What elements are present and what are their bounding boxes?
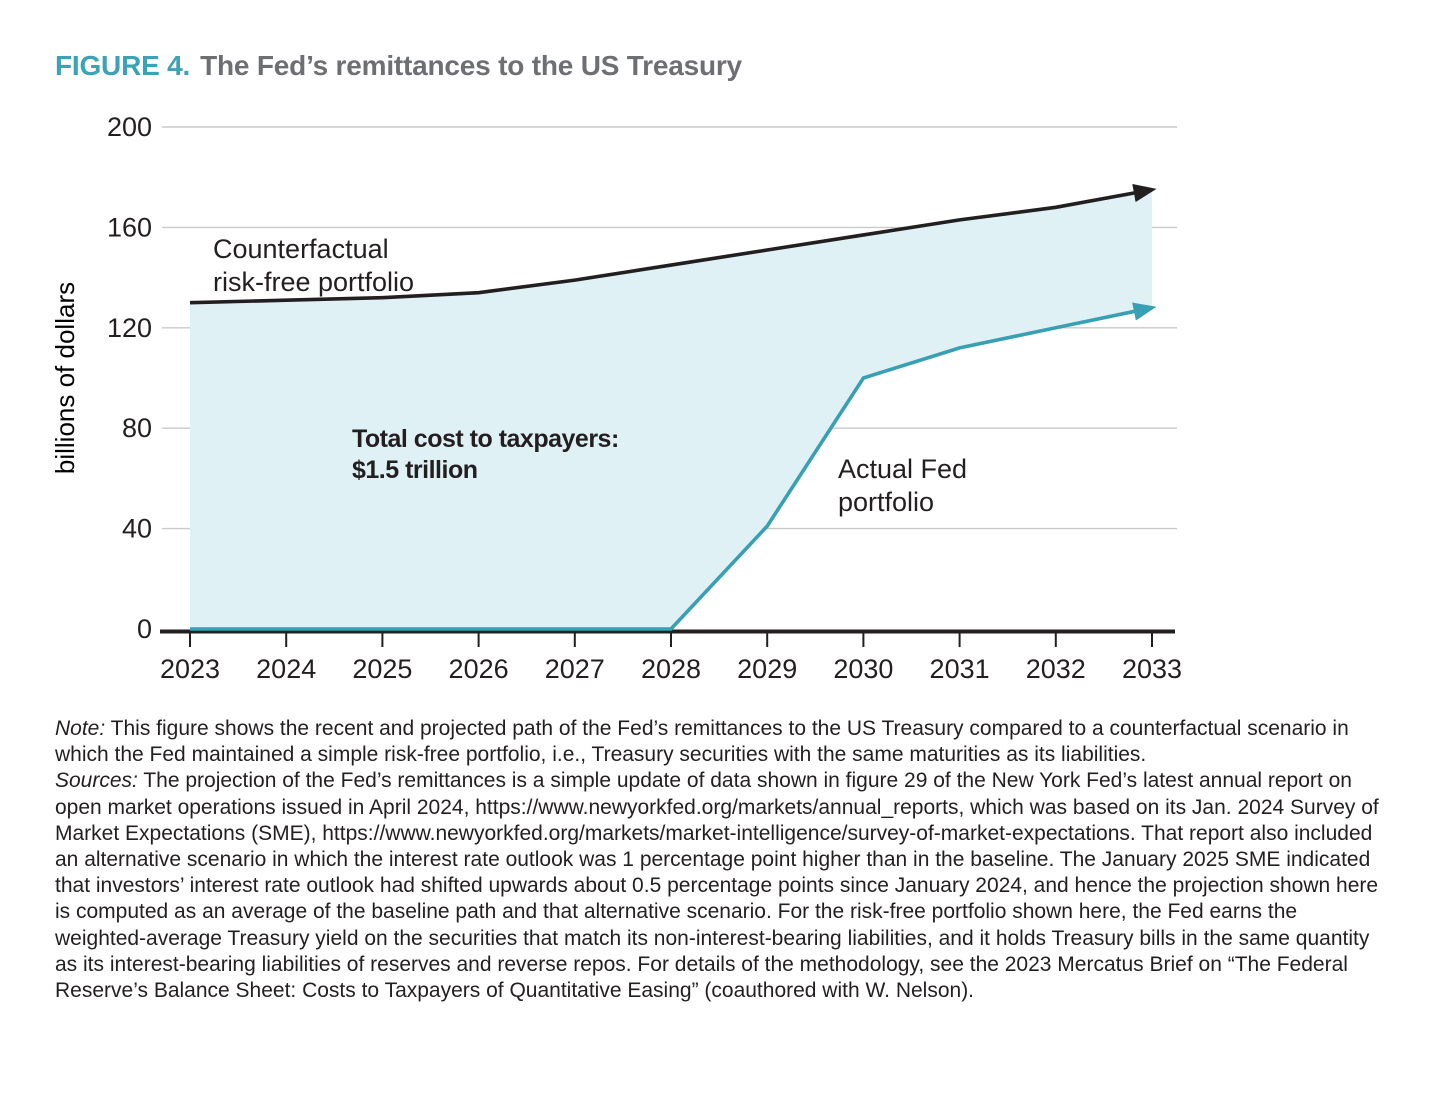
x-axis — [160, 629, 1175, 647]
x-tick-label: 2027 — [545, 654, 605, 684]
actual-fed-portfolio-line — [190, 302, 1157, 631]
annotation-total-cost-line1: Total cost to taxpayers: — [352, 425, 619, 453]
annotation-total-cost-line2: $1.5 trillion — [352, 456, 478, 484]
sources-label: Sources: — [55, 769, 138, 793]
y-tick-label: 120 — [107, 313, 152, 343]
annotation-actual-fed-line2: portfolio — [838, 487, 935, 517]
sources-text: The projection of the Fed’s remittances … — [55, 769, 1379, 1003]
y-tick-label: 0 — [137, 614, 152, 644]
y-tick-label: 160 — [107, 212, 152, 242]
sources-paragraph: Sources: The projection of the Fed’s rem… — [55, 768, 1390, 1004]
x-tick-label: 2025 — [352, 654, 412, 684]
figure-title-row: FIGURE 4. The Fed’s remittances to the US… — [55, 50, 742, 82]
y-tick-label: 80 — [122, 413, 152, 443]
annotation-total-cost-label: Total cost to taxpayers: $1.5 trillion — [352, 424, 619, 486]
note-text: This figure shows the recent and project… — [55, 717, 1349, 767]
annotation-actual-fed-line1: Actual Fed — [838, 454, 968, 484]
x-tick-label: 2028 — [641, 654, 701, 684]
annotation-counterfactual-label: Counterfactual risk-free portfolio — [213, 233, 414, 299]
y-tick-label: 200 — [107, 112, 152, 142]
figure-notes: Note: This figure shows the recent and p… — [55, 716, 1390, 1004]
figure-title: The Fed’s remittances to the US Treasury — [200, 50, 742, 81]
x-tick-label: 2030 — [833, 654, 893, 684]
x-tick-label: 2029 — [737, 654, 797, 684]
x-tick-label: 2024 — [256, 654, 316, 684]
note-paragraph: Note: This figure shows the recent and p… — [55, 716, 1390, 768]
cost-shaded-area — [190, 189, 1152, 629]
remittances-chart: 0 40 80 120 160 200 2023 2024 2025 2026 2027 2028 20… — [50, 112, 1182, 684]
chart-area: 0 40 80 120 160 200 2023 2024 2025 2026 2027 2028 20… — [0, 100, 1440, 700]
x-tick-label: 2026 — [449, 654, 509, 684]
figure-label: FIGURE 4. — [55, 50, 191, 81]
tick-labels: 0 40 80 120 160 200 2023 2024 2025 2026 2027 2028 20… — [107, 112, 1182, 684]
annotation-actual-fed-label: Actual Fed portfolio — [838, 453, 967, 519]
annotation-counterfactual-line2: risk-free portfolio — [213, 267, 415, 297]
note-label: Note: — [55, 717, 106, 740]
y-axis-title: billions of dollars — [50, 282, 80, 474]
x-tick-label: 2032 — [1026, 654, 1086, 684]
counterfactual-portfolio-line — [189, 183, 1157, 305]
series-lines — [189, 183, 1157, 631]
x-tick-label: 2033 — [1122, 654, 1182, 684]
total-cost-area — [190, 189, 1152, 629]
x-tick-label: 2031 — [930, 654, 990, 684]
annotation-counterfactual-line1: Counterfactual — [213, 234, 389, 264]
x-tick-label: 2023 — [160, 654, 220, 684]
y-tick-label: 40 — [122, 514, 152, 544]
